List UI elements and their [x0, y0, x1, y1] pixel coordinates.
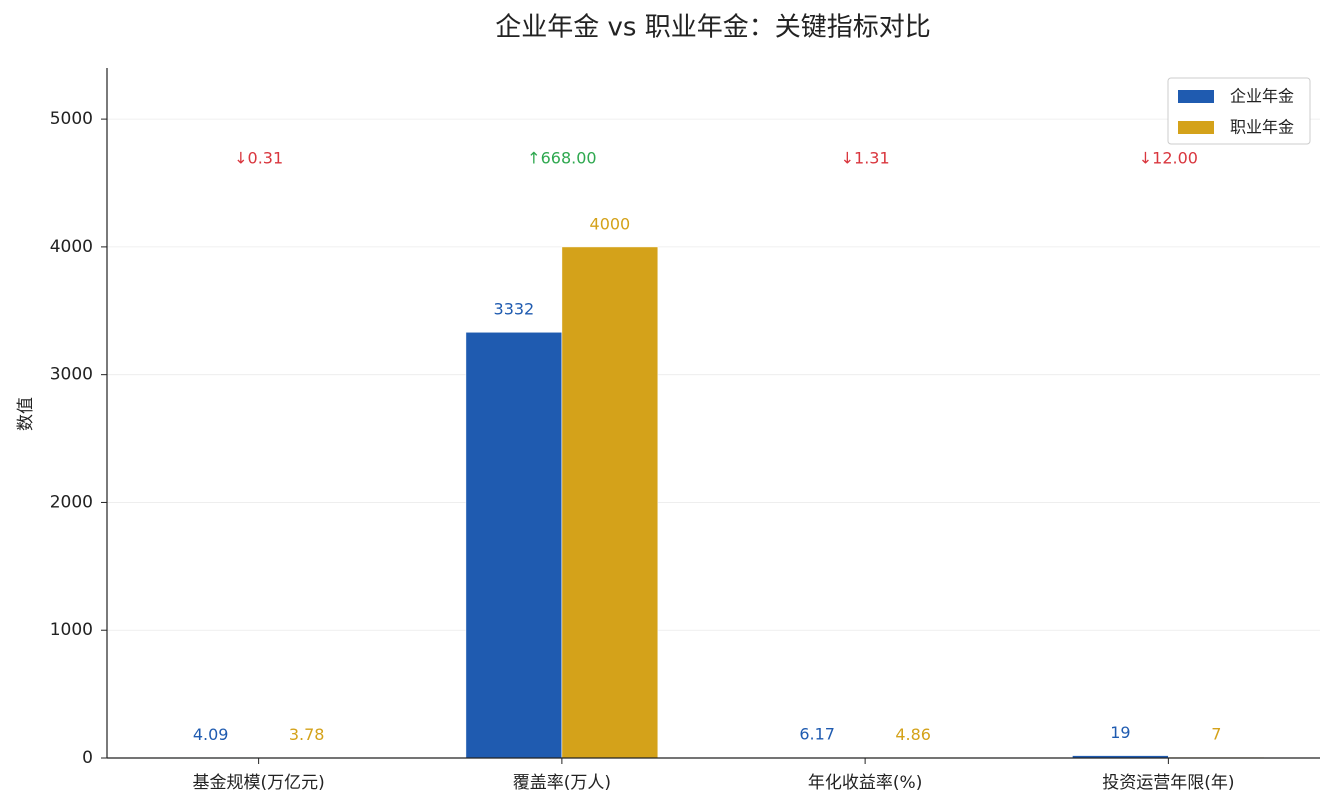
value-label: 4.86 [895, 725, 931, 744]
bar [465, 331, 563, 759]
value-label: 6.17 [799, 725, 835, 744]
y-tick-label: 4000 [50, 237, 93, 257]
value-label: 19 [1110, 723, 1130, 742]
bar [561, 246, 659, 759]
value-label: 7 [1211, 725, 1221, 744]
x-tick-label: 基金规模(万亿元) [192, 773, 324, 793]
y-tick-label: 2000 [50, 492, 93, 512]
legend-label: 企业年金 [1230, 87, 1294, 106]
legend-label: 职业年金 [1230, 118, 1294, 137]
x-tick-label: 覆盖率(万人) [513, 773, 611, 793]
difference-annotation: ↑668.00 [527, 149, 596, 168]
value-label: 3332 [494, 300, 535, 319]
x-tick-label: 年化收益率(%) [808, 773, 922, 793]
chart-title: 企业年金 vs 职业年金：关键指标对比 [495, 13, 930, 43]
value-label: 3.78 [289, 725, 325, 744]
x-tick-label: 投资运营年限(年) [1102, 773, 1234, 793]
y-tick-label: 5000 [50, 109, 93, 129]
value-label: 4.09 [193, 725, 229, 744]
y-tick-label: 3000 [50, 365, 93, 385]
legend-swatch [1178, 90, 1214, 103]
legend-swatch [1178, 121, 1214, 134]
y-axis-label: 数值 [16, 397, 36, 431]
difference-annotation: ↓0.31 [234, 149, 283, 168]
y-tick-label: 1000 [50, 620, 93, 640]
y-tick-label: 0 [82, 748, 93, 768]
difference-annotation: ↓1.31 [841, 149, 890, 168]
value-label: 4000 [590, 214, 631, 233]
difference-annotation: ↓12.00 [1139, 149, 1198, 168]
